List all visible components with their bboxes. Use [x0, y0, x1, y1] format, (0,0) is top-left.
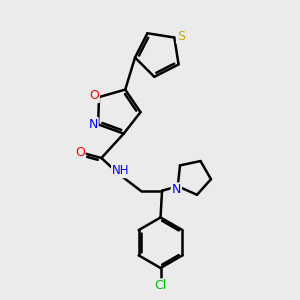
Text: O: O: [75, 146, 85, 159]
Text: N: N: [88, 118, 98, 131]
Text: Cl: Cl: [154, 279, 167, 292]
Text: S: S: [177, 29, 185, 43]
Text: N: N: [172, 183, 181, 196]
Text: NH: NH: [112, 164, 130, 177]
Text: O: O: [89, 89, 99, 102]
